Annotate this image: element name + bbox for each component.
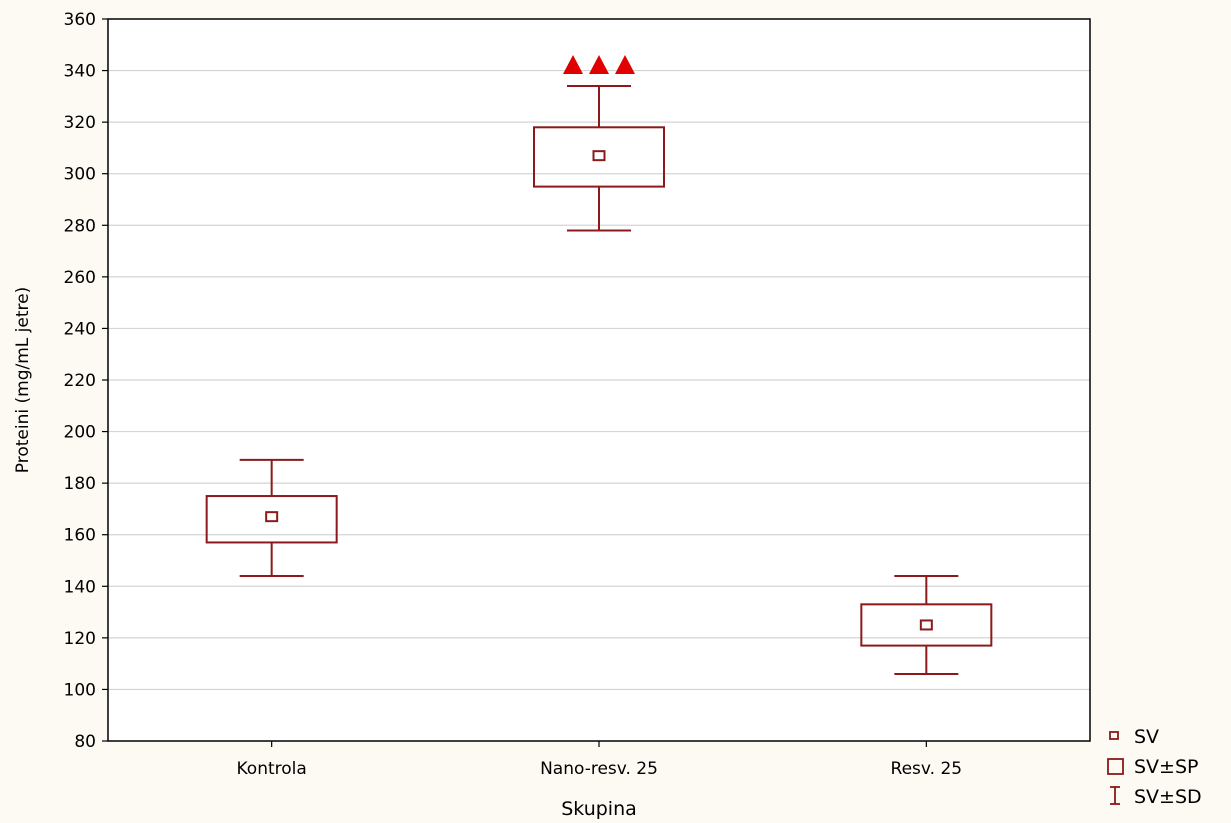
x-tick-label: Resv. 25 xyxy=(891,759,963,779)
box-group xyxy=(860,574,993,675)
y-tick-label: 280 xyxy=(64,216,96,236)
x-tick-label: Nano-resv. 25 xyxy=(540,759,658,779)
x-tick-label: Kontrola xyxy=(237,759,307,779)
legend-whisker-symbol xyxy=(1110,786,1120,805)
y-axis: 80 100 120 140 160 180 200 220 240 260 280 300 320 34… xyxy=(64,10,108,752)
y-tick-label: 100 xyxy=(64,680,96,700)
legend-box-symbol xyxy=(1107,758,1124,775)
x-axis: Kontrola Nano-resv. 25 Resv. 25 xyxy=(237,741,963,779)
se-box xyxy=(860,603,993,647)
legend: SV SV±SP SV±SD xyxy=(1107,726,1202,808)
se-box xyxy=(205,495,338,544)
mean-marker xyxy=(919,619,933,631)
y-tick-label: 340 xyxy=(64,62,96,82)
y-tick-label: 80 xyxy=(74,732,96,752)
y-tick-label: 180 xyxy=(64,474,96,494)
legend-item: SV±SD xyxy=(1110,786,1202,808)
mean-marker xyxy=(592,150,606,162)
se-box xyxy=(533,126,665,188)
y-axis-label: Proteini (mg/mL jetre) xyxy=(13,287,33,473)
y-tick-label: 320 xyxy=(64,113,96,133)
box-marks xyxy=(205,55,993,675)
y-tick-label: 140 xyxy=(64,577,96,597)
legend-item: SV xyxy=(1109,726,1159,748)
y-tick-label: 200 xyxy=(64,423,96,443)
mean-marker xyxy=(265,511,279,523)
y-tick-label: 300 xyxy=(64,165,96,185)
legend-label: SV±SP xyxy=(1134,756,1199,778)
legend-label: SV±SD xyxy=(1134,786,1202,808)
y-tick-label: 360 xyxy=(64,10,96,30)
significance-marker xyxy=(589,55,609,75)
legend-label: SV xyxy=(1134,726,1159,748)
box-group xyxy=(533,55,665,232)
x-axis-label: Skupina xyxy=(561,798,637,820)
y-tick-label: 240 xyxy=(64,319,96,339)
legend-item: SV±SP xyxy=(1107,756,1199,778)
plot-frame xyxy=(107,18,1091,742)
significance-marker xyxy=(563,55,583,75)
box-group xyxy=(205,458,338,577)
y-tick-label: 220 xyxy=(64,371,96,391)
legend-mean-symbol xyxy=(1109,731,1119,740)
significance-marker xyxy=(615,55,635,75)
y-tick-label: 160 xyxy=(64,526,96,546)
y-tick-label: 260 xyxy=(64,268,96,288)
y-tick-label: 120 xyxy=(64,629,96,649)
